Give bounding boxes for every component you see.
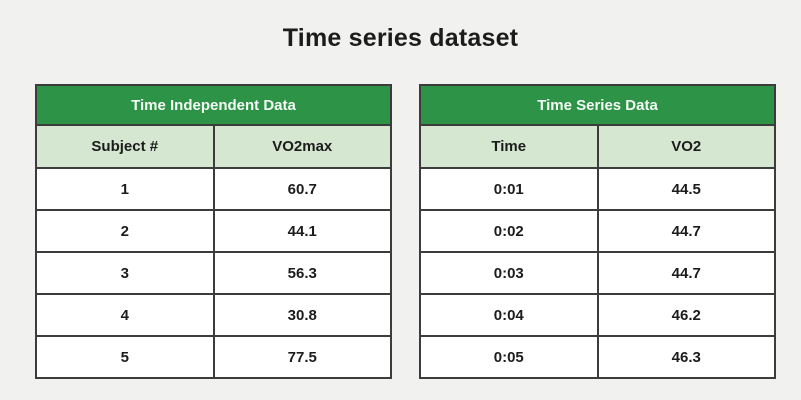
table-cell: 2 xyxy=(35,209,215,253)
table-cell: 4 xyxy=(35,293,215,337)
table-row: 5 77.5 xyxy=(35,335,392,379)
table-cell: 0:02 xyxy=(419,209,599,253)
table-cell: 0:01 xyxy=(419,167,599,211)
table-cell: 3 xyxy=(35,251,215,295)
column-header-vo2max: VO2max xyxy=(212,124,392,169)
table-cell: 1 xyxy=(35,167,215,211)
table-cell: 0:04 xyxy=(419,293,599,337)
table-cell: 44.7 xyxy=(596,209,776,253)
table-row: 0:01 44.5 xyxy=(419,167,776,211)
table-cell: 0:05 xyxy=(419,335,599,379)
table-cell: 77.5 xyxy=(212,335,392,379)
table-row: 0:03 44.7 xyxy=(419,251,776,295)
column-header-vo2: VO2 xyxy=(596,124,776,169)
table-row: 1 60.7 xyxy=(35,167,392,211)
table-row: 2 44.1 xyxy=(35,209,392,253)
table-cell: 44.1 xyxy=(212,209,392,253)
table-cell: 44.5 xyxy=(596,167,776,211)
table-row: 3 56.3 xyxy=(35,251,392,295)
table-row: 0:05 46.3 xyxy=(419,335,776,379)
table-title-cell: Time Series Data xyxy=(419,84,776,126)
table-cell: 5 xyxy=(35,335,215,379)
table-cell: 46.2 xyxy=(596,293,776,337)
table-cell: 46.3 xyxy=(596,335,776,379)
table-time-series: Time Series Data Time VO2 0:01 44.5 0:02… xyxy=(419,84,776,379)
table-cell: 56.3 xyxy=(212,251,392,295)
table-cell: 60.7 xyxy=(212,167,392,211)
table-row: 0:02 44.7 xyxy=(419,209,776,253)
table-row: 0:04 46.2 xyxy=(419,293,776,337)
table-column-header-row: Subject # VO2max xyxy=(35,124,392,169)
page-title: Time series dataset xyxy=(282,24,519,52)
table-title-cell: Time Independent Data xyxy=(35,84,392,126)
table-title-row: Time Series Data xyxy=(419,84,776,126)
table-title-row: Time Independent Data xyxy=(35,84,392,126)
table-cell: 44.7 xyxy=(596,251,776,295)
table-row: 4 30.8 xyxy=(35,293,392,337)
column-header-time: Time xyxy=(419,124,599,169)
table-cell: 0:03 xyxy=(419,251,599,295)
table-time-independent: Time Independent Data Subject # VO2max 1… xyxy=(35,84,392,379)
column-header-subject: Subject # xyxy=(35,124,215,169)
table-cell: 30.8 xyxy=(212,293,392,337)
time-series-table-container: Time Series Data Time VO2 0:01 44.5 0:02… xyxy=(419,84,776,379)
table-column-header-row: Time VO2 xyxy=(419,124,776,169)
time-independent-table-container: Time Independent Data Subject # VO2max 1… xyxy=(35,84,392,379)
